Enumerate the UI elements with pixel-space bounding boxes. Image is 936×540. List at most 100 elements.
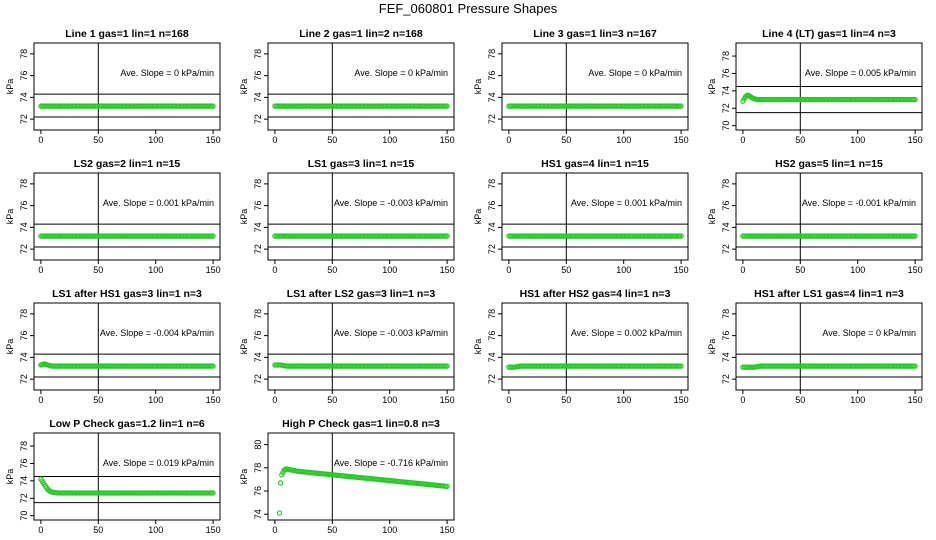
y-tick-label: 72 bbox=[721, 103, 731, 113]
x-tick-label: 100 bbox=[850, 135, 865, 145]
y-axis-label: kPa bbox=[239, 79, 249, 95]
data-point bbox=[444, 233, 450, 239]
panel-title: HS1 gas=4 lin=1 n=15 bbox=[541, 158, 649, 170]
y-tick-label: 74 bbox=[253, 352, 263, 362]
x-tick-label: 50 bbox=[561, 135, 571, 145]
data-point bbox=[678, 103, 684, 109]
x-tick-label: 150 bbox=[908, 395, 923, 405]
y-tick-label: 72 bbox=[253, 244, 263, 254]
y-tick-label: 76 bbox=[487, 201, 497, 211]
data-point bbox=[210, 103, 216, 109]
y-tick-label: 72 bbox=[253, 374, 263, 384]
data-point bbox=[912, 96, 918, 103]
y-tick-label: 78 bbox=[19, 49, 29, 59]
data-point bbox=[210, 233, 216, 239]
x-tick-label: 150 bbox=[674, 265, 689, 275]
data-point bbox=[276, 510, 283, 516]
y-tick-label: 74 bbox=[19, 476, 29, 486]
x-tick-label: 100 bbox=[382, 395, 397, 405]
y-tick-label: 78 bbox=[721, 309, 731, 319]
y-tick-label: 76 bbox=[19, 71, 29, 81]
x-tick-label: 150 bbox=[440, 395, 455, 405]
x-tick-label: 150 bbox=[206, 525, 221, 535]
x-tick-label: 100 bbox=[148, 395, 163, 405]
data-point bbox=[444, 363, 450, 369]
x-tick-label: 0 bbox=[272, 135, 277, 145]
slope-annotation: Ave. Slope = -0.004 kPa/min bbox=[100, 328, 214, 338]
x-tick-label: 50 bbox=[795, 395, 805, 405]
x-tick-label: 50 bbox=[93, 135, 103, 145]
panel: Low P Check gas=1.2 lin=1 n=6 0 50 100 150 70… bbox=[5, 418, 221, 535]
y-tick-label: 76 bbox=[487, 331, 497, 341]
x-tick-label: 0 bbox=[38, 135, 43, 145]
plot-frame bbox=[33, 172, 221, 261]
y-tick-label: 74 bbox=[721, 352, 731, 362]
x-tick-label: 100 bbox=[148, 265, 163, 275]
plot-frame bbox=[267, 302, 455, 391]
y-tick-label: 74 bbox=[487, 352, 497, 362]
y-axis-label: kPa bbox=[707, 339, 717, 355]
x-tick-label: 50 bbox=[795, 265, 805, 275]
x-tick-label: 100 bbox=[616, 265, 631, 275]
x-tick-label: 100 bbox=[148, 525, 163, 535]
y-tick-label: 72 bbox=[721, 244, 731, 254]
data-point bbox=[444, 103, 450, 109]
y-tick-label: 76 bbox=[253, 71, 263, 81]
panel-title: High P Check gas=1 lin=0.8 n=3 bbox=[282, 418, 440, 430]
y-tick-label: 76 bbox=[19, 458, 29, 468]
y-tick-label: 74 bbox=[487, 222, 497, 232]
x-tick-label: 50 bbox=[327, 395, 337, 405]
y-tick-label: 72 bbox=[19, 244, 29, 254]
data-point bbox=[678, 233, 684, 239]
y-tick-label: 70 bbox=[19, 511, 29, 521]
y-tick-label: 76 bbox=[721, 331, 731, 341]
y-tick-label: 72 bbox=[721, 374, 731, 384]
x-tick-label: 150 bbox=[674, 395, 689, 405]
y-tick-label: 76 bbox=[19, 331, 29, 341]
y-axis-label: kPa bbox=[5, 209, 15, 225]
plot-frame bbox=[501, 302, 689, 391]
panel-title: HS2 gas=5 lin=1 n=15 bbox=[775, 158, 883, 170]
panel: HS1 after HS2 gas=4 lin=1 n=3 0 50 100 150 72… bbox=[473, 288, 689, 405]
panel: HS1 after LS1 gas=4 lin=1 n=3 0 50 100 150 72… bbox=[707, 288, 923, 405]
y-axis-label: kPa bbox=[5, 469, 15, 485]
plot-frame bbox=[267, 42, 455, 131]
x-tick-label: 100 bbox=[382, 135, 397, 145]
y-tick-label: 76 bbox=[487, 71, 497, 81]
plot-frame bbox=[33, 42, 221, 131]
data-point bbox=[444, 483, 450, 490]
data-point bbox=[210, 363, 216, 369]
x-tick-label: 100 bbox=[850, 395, 865, 405]
panel-title: Line 1 gas=1 lin=1 n=168 bbox=[65, 28, 189, 40]
y-tick-label: 78 bbox=[19, 309, 29, 319]
y-tick-label: 72 bbox=[487, 244, 497, 254]
y-axis-label: kPa bbox=[473, 209, 483, 225]
y-tick-label: 78 bbox=[487, 309, 497, 319]
x-tick-label: 150 bbox=[440, 265, 455, 275]
x-tick-label: 50 bbox=[93, 265, 103, 275]
x-tick-label: 0 bbox=[740, 265, 745, 275]
data-point bbox=[277, 480, 284, 486]
x-tick-label: 100 bbox=[148, 135, 163, 145]
data-point bbox=[912, 363, 918, 369]
y-tick-label: 72 bbox=[19, 374, 29, 384]
plot-frame bbox=[267, 172, 455, 261]
plot-frame bbox=[501, 42, 689, 131]
x-tick-label: 150 bbox=[674, 135, 689, 145]
y-tick-label: 76 bbox=[253, 201, 263, 211]
data-point bbox=[210, 490, 216, 496]
panel-title: Line 3 gas=1 lin=3 n=167 bbox=[533, 28, 657, 40]
y-tick-label: 74 bbox=[721, 222, 731, 232]
panel-title: Line 2 gas=1 lin=2 n=168 bbox=[299, 28, 423, 40]
y-tick-label: 74 bbox=[19, 352, 29, 362]
panel: Line 1 gas=1 lin=1 n=168 0 50 100 150 72 74 76 7… bbox=[5, 28, 221, 145]
x-tick-label: 150 bbox=[908, 135, 923, 145]
x-tick-label: 0 bbox=[272, 395, 277, 405]
panel: HS1 gas=4 lin=1 n=15 0 50 100 150 72 74 76 78 kPa… bbox=[473, 158, 689, 275]
y-tick-label: 78 bbox=[487, 179, 497, 189]
x-tick-label: 150 bbox=[440, 135, 455, 145]
plot-frame bbox=[735, 172, 923, 261]
slope-annotation: Ave. Slope = 0 kPa/min bbox=[354, 68, 448, 78]
y-tick-label: 78 bbox=[253, 463, 263, 473]
